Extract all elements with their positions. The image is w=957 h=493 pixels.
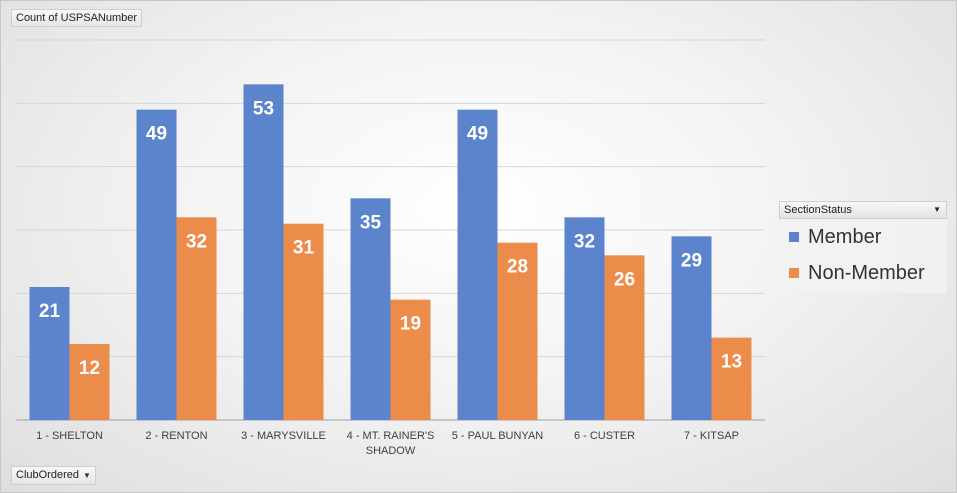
axis-field-label: ClubOrdered bbox=[16, 469, 79, 481]
x-tick-label: SHADOW bbox=[366, 445, 416, 457]
value-field-label: Count of USPSANumber bbox=[16, 12, 138, 24]
data-label: 49 bbox=[467, 124, 488, 145]
x-tick-label: 3 - MARYSVILLE bbox=[241, 430, 326, 442]
data-label: 26 bbox=[614, 269, 635, 290]
bar-non-member[interactable] bbox=[711, 337, 752, 420]
data-label: 12 bbox=[79, 358, 100, 379]
bar-member[interactable] bbox=[29, 287, 70, 420]
legend-label-member: Member bbox=[808, 225, 882, 248]
legend-field-button[interactable]: SectionStatus ▼ bbox=[779, 201, 947, 219]
x-tick-label: 2 - RENTON bbox=[145, 430, 207, 442]
bar-non-member[interactable] bbox=[176, 217, 217, 420]
data-label: 32 bbox=[574, 231, 595, 252]
value-field-button[interactable]: Count of USPSANumber bbox=[11, 9, 143, 27]
data-label: 13 bbox=[721, 352, 742, 373]
legend-label-non-member: Non-Member bbox=[808, 261, 925, 284]
bar-member[interactable] bbox=[350, 198, 391, 420]
bar-non-member[interactable] bbox=[69, 344, 110, 420]
data-label: 21 bbox=[39, 301, 61, 322]
legend-swatch-non-member bbox=[789, 268, 799, 278]
bar-non-member[interactable] bbox=[283, 223, 324, 420]
data-label: 29 bbox=[681, 250, 702, 271]
legend-item-member[interactable]: Member bbox=[779, 219, 947, 255]
bar-non-member[interactable] bbox=[497, 242, 538, 420]
data-label: 49 bbox=[146, 124, 167, 145]
bar-non-member[interactable] bbox=[390, 299, 431, 420]
legend-field-label: SectionStatus bbox=[784, 204, 852, 216]
data-label: 35 bbox=[360, 212, 382, 233]
bar-member[interactable] bbox=[457, 109, 498, 421]
x-tick-label: 5 - PAUL BUNYAN bbox=[452, 430, 544, 442]
bar-non-member[interactable] bbox=[604, 255, 645, 420]
data-label: 19 bbox=[400, 314, 421, 335]
x-tick-label: 6 - CUSTER bbox=[574, 430, 635, 442]
x-tick-label: 1 - SHELTON bbox=[36, 430, 103, 442]
x-tick-label: 4 - MT. RAINER'S bbox=[347, 430, 435, 442]
bar-member[interactable] bbox=[243, 84, 284, 420]
legend: SectionStatus ▼ Member Non-Member bbox=[779, 201, 947, 293]
bar-member[interactable] bbox=[671, 236, 712, 420]
data-label: 32 bbox=[186, 231, 207, 252]
legend-item-non-member[interactable]: Non-Member bbox=[779, 255, 947, 291]
triangle-down-icon[interactable]: ▼ bbox=[933, 205, 941, 214]
data-label: 31 bbox=[293, 238, 315, 259]
legend-swatch-member bbox=[789, 232, 799, 242]
data-label: 28 bbox=[507, 257, 528, 278]
data-label: 53 bbox=[253, 98, 274, 119]
axis-field-button[interactable]: ClubOrdered ▼ bbox=[11, 466, 96, 485]
bar-member[interactable] bbox=[564, 217, 605, 420]
bar-member[interactable] bbox=[136, 109, 177, 421]
x-tick-label: 7 - KITSAP bbox=[684, 430, 739, 442]
triangle-down-icon[interactable]: ▼ bbox=[82, 471, 91, 480]
